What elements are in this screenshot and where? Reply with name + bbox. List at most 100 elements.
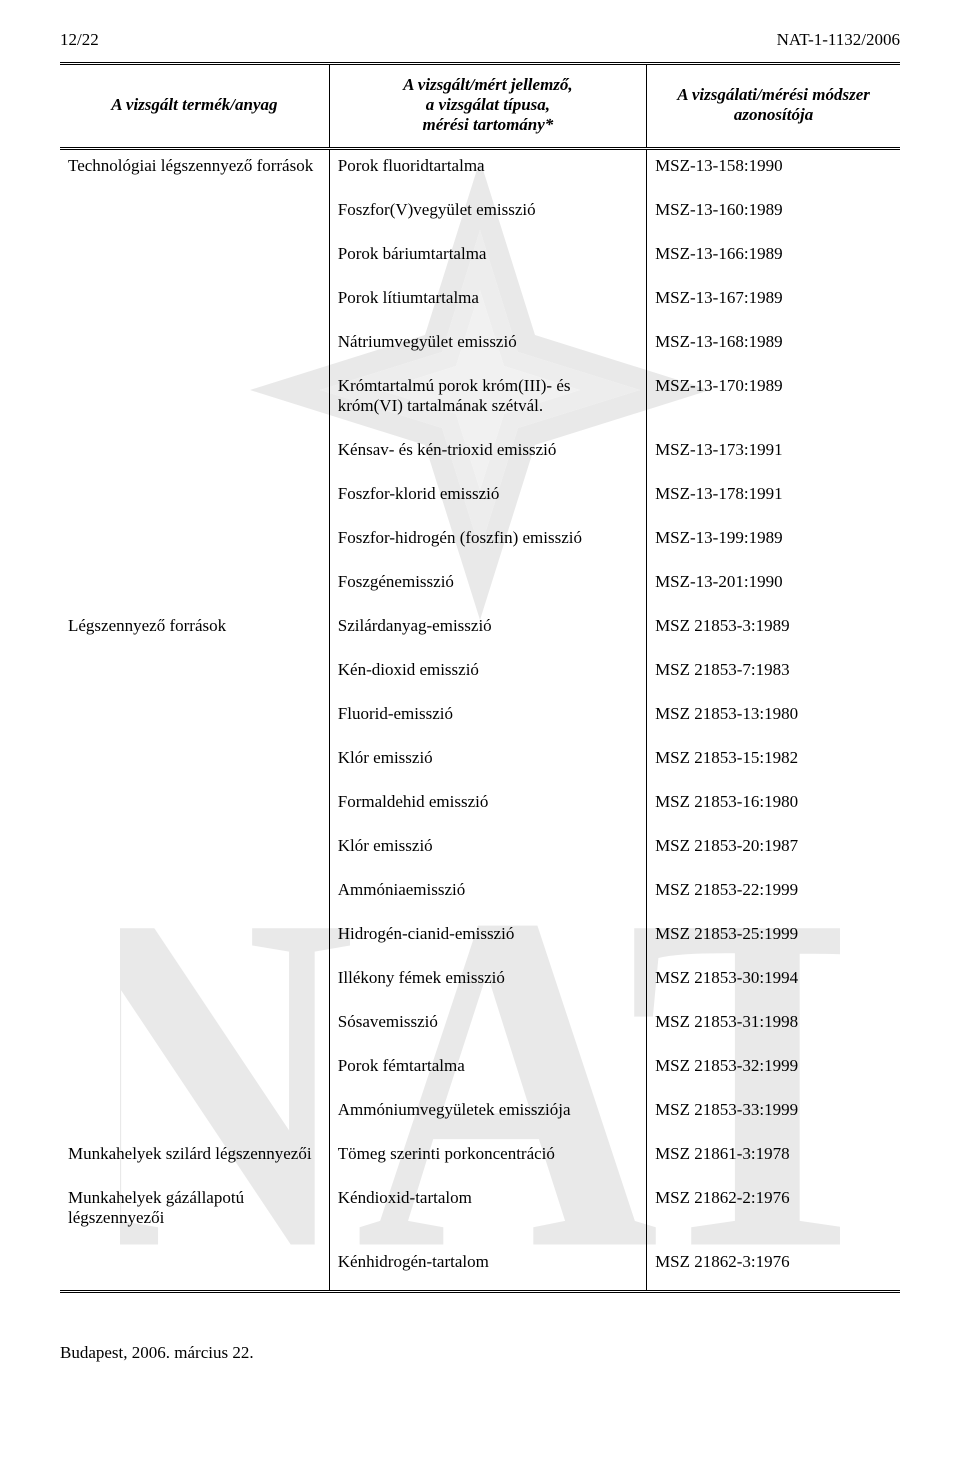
cell-parameter: Kén-dioxid emisszió bbox=[329, 654, 646, 698]
cell-method-id: MSZ 21853-30:1994 bbox=[647, 962, 900, 1006]
cell-parameter: Hidrogén-cianid-emisszió bbox=[329, 918, 646, 962]
table-row: Technológiai légszennyező forrásokPorok … bbox=[60, 149, 900, 195]
footer-date: Budapest, 2006. március 22. bbox=[60, 1343, 900, 1363]
cell-parameter: Foszgénemisszió bbox=[329, 566, 646, 610]
table-row: Ammóniumvegyületek emissziójaMSZ 21853-3… bbox=[60, 1094, 900, 1138]
cell-parameter: Sósavemisszió bbox=[329, 1006, 646, 1050]
cell-parameter: Foszfor-hidrogén (foszfin) emisszió bbox=[329, 522, 646, 566]
col-header-param-l3: mérési tartomány* bbox=[423, 115, 554, 134]
cell-method-id: MSZ-13-170:1989 bbox=[647, 370, 900, 434]
cell-method-id: MSZ 21853-22:1999 bbox=[647, 874, 900, 918]
cell-product bbox=[60, 282, 329, 326]
cell-parameter: Illékony fémek emisszió bbox=[329, 962, 646, 1006]
cell-method-id: MSZ-13-160:1989 bbox=[647, 194, 900, 238]
table-row: Porok báriumtartalmaMSZ-13-166:1989 bbox=[60, 238, 900, 282]
cell-method-id: MSZ 21853-13:1980 bbox=[647, 698, 900, 742]
cell-method-id: MSZ-13-166:1989 bbox=[647, 238, 900, 282]
cell-product bbox=[60, 566, 329, 610]
table-row: Munkahelyek szilárd légszennyezőiTömeg s… bbox=[60, 1138, 900, 1182]
cell-product bbox=[60, 1006, 329, 1050]
cell-product bbox=[60, 742, 329, 786]
cell-parameter: Porok fluoridtartalma bbox=[329, 149, 646, 195]
cell-parameter: Szilárdanyag-emisszió bbox=[329, 610, 646, 654]
cell-parameter: Nátriumvegyület emisszió bbox=[329, 326, 646, 370]
cell-method-id: MSZ 21853-7:1983 bbox=[647, 654, 900, 698]
cell-method-id: MSZ-13-168:1989 bbox=[647, 326, 900, 370]
table-row: Formaldehid emisszióMSZ 21853-16:1980 bbox=[60, 786, 900, 830]
cell-product bbox=[60, 654, 329, 698]
table-row: Hidrogén-cianid-emisszióMSZ 21853-25:199… bbox=[60, 918, 900, 962]
table-row: Légszennyező forrásokSzilárdanyag-emissz… bbox=[60, 610, 900, 654]
col-header-param-l1: A vizsgált/mért jellemző, bbox=[403, 75, 573, 94]
cell-method-id: MSZ 21862-3:1976 bbox=[647, 1246, 900, 1292]
cell-parameter: Ammóniaemisszió bbox=[329, 874, 646, 918]
cell-parameter: Ammóniumvegyületek emissziója bbox=[329, 1094, 646, 1138]
table-row: Kén-dioxid emisszióMSZ 21853-7:1983 bbox=[60, 654, 900, 698]
table-row: AmmóniaemisszióMSZ 21853-22:1999 bbox=[60, 874, 900, 918]
cell-method-id: MSZ-13-199:1989 bbox=[647, 522, 900, 566]
cell-product bbox=[60, 522, 329, 566]
table-row: FoszgénemisszióMSZ-13-201:1990 bbox=[60, 566, 900, 610]
cell-product bbox=[60, 918, 329, 962]
cell-product: Technológiai légszennyező források bbox=[60, 149, 329, 195]
cell-parameter: Porok fémtartalma bbox=[329, 1050, 646, 1094]
cell-product bbox=[60, 1094, 329, 1138]
doc-id: NAT-1-1132/2006 bbox=[777, 30, 900, 50]
cell-parameter: Porok lítiumtartalma bbox=[329, 282, 646, 326]
cell-product bbox=[60, 874, 329, 918]
cell-method-id: MSZ 21862-2:1976 bbox=[647, 1182, 900, 1246]
cell-parameter: Kénsav- és kén-trioxid emisszió bbox=[329, 434, 646, 478]
cell-method-id: MSZ 21853-3:1989 bbox=[647, 610, 900, 654]
cell-parameter: Tömeg szerinti porkoncentráció bbox=[329, 1138, 646, 1182]
table-row: Fluorid-emisszióMSZ 21853-13:1980 bbox=[60, 698, 900, 742]
cell-method-id: MSZ 21861-3:1978 bbox=[647, 1138, 900, 1182]
cell-parameter: Kéndioxid-tartalom bbox=[329, 1182, 646, 1246]
cell-parameter: Formaldehid emisszió bbox=[329, 786, 646, 830]
cell-method-id: MSZ-13-201:1990 bbox=[647, 566, 900, 610]
col-header-product: A vizsgált termék/anyag bbox=[60, 64, 329, 149]
table-row: Illékony fémek emisszióMSZ 21853-30:1994 bbox=[60, 962, 900, 1006]
cell-product bbox=[60, 478, 329, 522]
cell-product bbox=[60, 698, 329, 742]
cell-parameter: Foszfor(V)vegyület emisszió bbox=[329, 194, 646, 238]
page-header: 12/22 NAT-1-1132/2006 bbox=[60, 30, 900, 50]
table-row: Kénsav- és kén-trioxid emisszióMSZ-13-17… bbox=[60, 434, 900, 478]
cell-method-id: MSZ 21853-15:1982 bbox=[647, 742, 900, 786]
cell-product: Légszennyező források bbox=[60, 610, 329, 654]
col-header-method-l2: azonosítója bbox=[734, 105, 813, 124]
table-row: SósavemisszióMSZ 21853-31:1998 bbox=[60, 1006, 900, 1050]
cell-product: Munkahelyek gázállapotú légszennyezői bbox=[60, 1182, 329, 1246]
cell-product bbox=[60, 786, 329, 830]
cell-product bbox=[60, 238, 329, 282]
table-row: Porok lítiumtartalmaMSZ-13-167:1989 bbox=[60, 282, 900, 326]
cell-parameter: Klór emisszió bbox=[329, 830, 646, 874]
cell-product: Munkahelyek szilárd légszennyezői bbox=[60, 1138, 329, 1182]
cell-method-id: MSZ 21853-20:1987 bbox=[647, 830, 900, 874]
cell-product bbox=[60, 370, 329, 434]
cell-parameter: Fluorid-emisszió bbox=[329, 698, 646, 742]
cell-method-id: MSZ 21853-31:1998 bbox=[647, 1006, 900, 1050]
cell-method-id: MSZ-13-173:1991 bbox=[647, 434, 900, 478]
standards-table: A vizsgált termék/anyag A vizsgált/mért … bbox=[60, 62, 900, 1293]
table-row: Foszfor(V)vegyület emisszióMSZ-13-160:19… bbox=[60, 194, 900, 238]
cell-product bbox=[60, 326, 329, 370]
cell-method-id: MSZ-13-158:1990 bbox=[647, 149, 900, 195]
table-row: Porok fémtartalmaMSZ 21853-32:1999 bbox=[60, 1050, 900, 1094]
table-row: Klór emisszióMSZ 21853-20:1987 bbox=[60, 830, 900, 874]
cell-product bbox=[60, 1050, 329, 1094]
col-header-method-l1: A vizsgálati/mérési módszer bbox=[677, 85, 870, 104]
col-header-param: A vizsgált/mért jellemző, a vizsgálat tí… bbox=[329, 64, 646, 149]
cell-parameter: Porok báriumtartalma bbox=[329, 238, 646, 282]
table-row: Munkahelyek gázállapotú légszennyezőiKén… bbox=[60, 1182, 900, 1246]
cell-parameter: Foszfor-klorid emisszió bbox=[329, 478, 646, 522]
cell-product bbox=[60, 830, 329, 874]
col-header-method: A vizsgálati/mérési módszer azonosítója bbox=[647, 64, 900, 149]
cell-product bbox=[60, 1246, 329, 1292]
cell-product bbox=[60, 434, 329, 478]
cell-method-id: MSZ 21853-33:1999 bbox=[647, 1094, 900, 1138]
page-number: 12/22 bbox=[60, 30, 99, 50]
cell-product bbox=[60, 962, 329, 1006]
table-row: Klór emisszióMSZ 21853-15:1982 bbox=[60, 742, 900, 786]
table-row: Foszfor-hidrogén (foszfin) emisszióMSZ-1… bbox=[60, 522, 900, 566]
table-row: Foszfor-klorid emisszióMSZ-13-178:1991 bbox=[60, 478, 900, 522]
